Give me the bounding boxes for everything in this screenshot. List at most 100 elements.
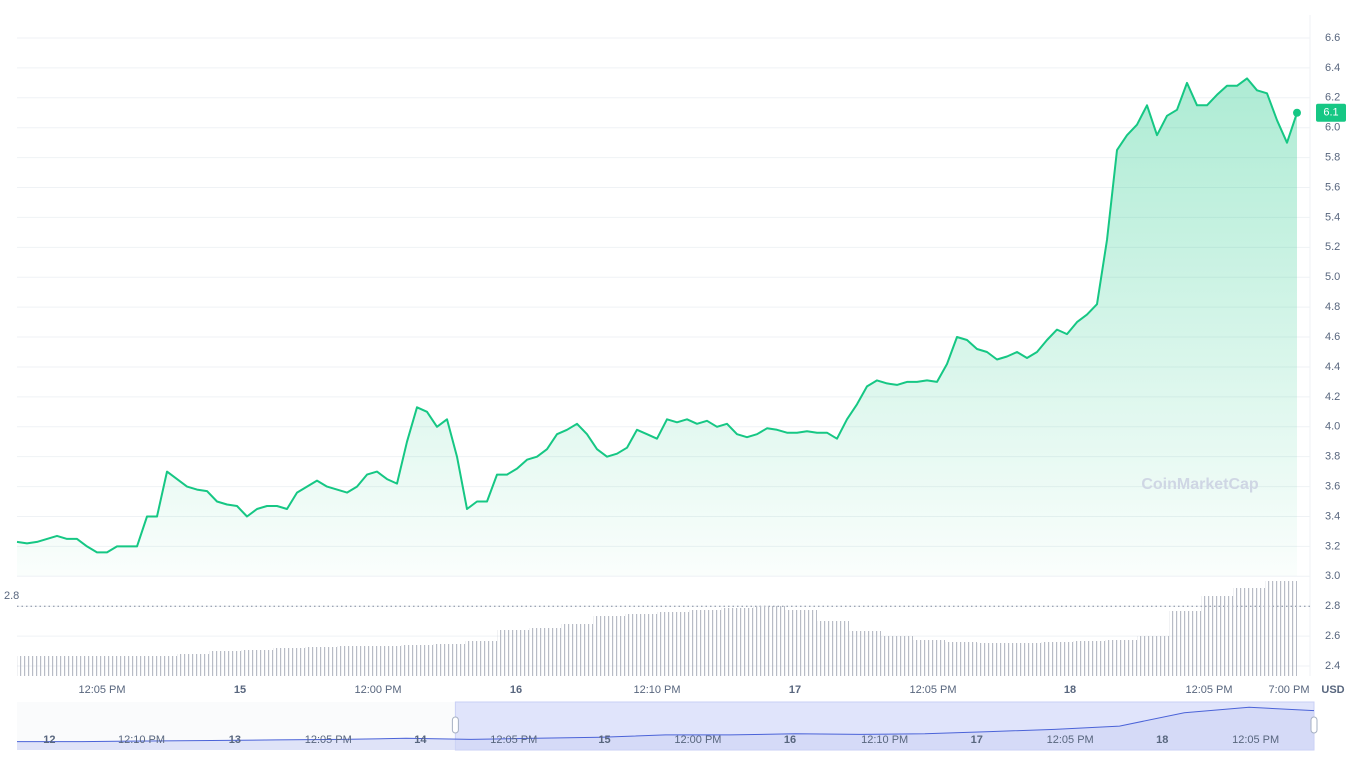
volume-bar xyxy=(1265,581,1297,676)
volume-bar xyxy=(1105,640,1137,676)
x-tick-label: 12:05 PM xyxy=(78,684,125,696)
volume-bar xyxy=(273,648,305,676)
y-tick-label: 5.4 xyxy=(1325,211,1340,223)
navigator-line xyxy=(17,706,1315,743)
navigator-tick-label: 12 xyxy=(43,734,55,746)
y-tick-label: 2.8 xyxy=(1325,600,1340,612)
navigator-tick-label: 14 xyxy=(414,734,427,746)
y-tick-label: 2.6 xyxy=(1325,630,1340,642)
volume-bar xyxy=(785,610,817,676)
volume-bar xyxy=(689,610,721,676)
y-tick-label: 3.2 xyxy=(1325,540,1340,552)
y-tick-label: 4.0 xyxy=(1325,421,1340,433)
y-tick-label: 5.2 xyxy=(1325,241,1340,253)
x-tick-label: 17 xyxy=(789,684,801,696)
x-tick-label: 7:00 PM xyxy=(1269,684,1310,696)
volume-bar xyxy=(1233,588,1265,676)
volume-bar xyxy=(81,656,113,676)
volume-bar xyxy=(753,606,785,676)
volume-bar xyxy=(305,647,337,676)
navigator-tick-label: 18 xyxy=(1156,734,1168,746)
navigator-tick-label: 16 xyxy=(784,734,796,746)
current-price: 6.1 xyxy=(1323,107,1338,119)
area xyxy=(17,78,1297,577)
volume-bar xyxy=(913,640,945,676)
y-tick-label: 4.6 xyxy=(1325,331,1340,343)
volume-bar xyxy=(497,630,529,676)
volume-bar xyxy=(593,616,625,676)
volume-bar xyxy=(1073,641,1105,676)
y-tick-label: 4.8 xyxy=(1325,301,1340,313)
y-tick-label: 6.4 xyxy=(1325,62,1340,74)
y-tick-label: 5.8 xyxy=(1325,152,1340,164)
y-tick-label: 6.6 xyxy=(1325,32,1340,44)
volume-bar xyxy=(1169,611,1201,676)
y-tick-label: 5.0 xyxy=(1325,271,1340,283)
volume-bar xyxy=(529,628,561,676)
volume-bar xyxy=(817,621,849,676)
volume-bar xyxy=(177,654,209,676)
navigator-tick-label: 12:10 PM xyxy=(861,734,908,746)
y-tick-label: 3.0 xyxy=(1325,570,1340,582)
x-tick-label: 12:05 PM xyxy=(909,684,956,696)
x-tick-label: 12:10 PM xyxy=(633,684,680,696)
last-point xyxy=(1293,108,1301,117)
navigator-tick-label: 12:05 PM xyxy=(305,734,352,746)
x-tick-label: 12:00 PM xyxy=(354,684,401,696)
navigator-area xyxy=(17,707,1314,750)
navigator-handle[interactable] xyxy=(451,716,459,734)
volume-bar xyxy=(625,614,657,676)
y-tick-label: 4.2 xyxy=(1325,391,1340,403)
volume-bar xyxy=(657,612,689,676)
price-line xyxy=(16,77,1298,554)
y-tick-label: 6.0 xyxy=(1325,122,1340,134)
x-tick-label: 18 xyxy=(1064,684,1076,696)
navigator-handle[interactable] xyxy=(1310,716,1318,734)
volume-bar xyxy=(209,651,241,676)
volume-bar xyxy=(401,645,433,676)
volume-bar xyxy=(1009,643,1041,676)
volume-bar xyxy=(721,608,753,676)
volume-bar xyxy=(1201,596,1233,676)
volume-bar xyxy=(1041,642,1073,676)
volume-bar xyxy=(561,624,593,676)
volume-bar xyxy=(241,650,273,676)
volume-bar xyxy=(337,646,369,676)
volume-bar xyxy=(145,656,177,676)
x-tick-label: 15 xyxy=(234,684,246,696)
watermark: CoinMarketCap xyxy=(1141,476,1259,493)
volume-bar xyxy=(881,636,913,676)
navigator-tick-label: 17 xyxy=(971,734,983,746)
y-tick-label: 3.4 xyxy=(1325,510,1340,522)
navigator-tick-label: 12:10 PM xyxy=(118,734,165,746)
x-tick-label: 12:05 PM xyxy=(1185,684,1232,696)
reference-label: 2.8 xyxy=(4,590,19,602)
navigator-tick-label: 12:00 PM xyxy=(674,734,721,746)
x-tick-label: 16 xyxy=(510,684,522,696)
volume-bar xyxy=(49,656,81,676)
y-tick-label: 5.6 xyxy=(1325,181,1340,193)
volume-bar xyxy=(433,644,465,676)
current-price-tag xyxy=(1316,103,1346,122)
volume-bar xyxy=(977,643,1009,676)
navigator-tick-label: 12:05 PM xyxy=(1232,734,1279,746)
navigator-tick-label: 13 xyxy=(229,734,241,746)
navigator-tick-label: 12:05 PM xyxy=(490,734,537,746)
volume-bar xyxy=(1137,636,1169,676)
volume-bar xyxy=(17,656,49,676)
y-tick-label: 2.4 xyxy=(1325,660,1340,672)
volume-bar xyxy=(369,646,401,676)
navigator-tick-label: 12:05 PM xyxy=(1047,734,1094,746)
volume-bar xyxy=(465,641,497,676)
navigator-tick-label: 15 xyxy=(598,734,610,746)
currency-label: USD xyxy=(1321,684,1344,696)
volume-bar xyxy=(113,656,145,676)
volume-bar xyxy=(945,642,977,676)
y-tick-label: 3.8 xyxy=(1325,451,1340,463)
y-tick-label: 6.2 xyxy=(1325,92,1340,104)
volume-bar xyxy=(849,631,881,676)
y-tick-label: 3.6 xyxy=(1325,480,1340,492)
y-tick-label: 4.4 xyxy=(1325,361,1340,373)
